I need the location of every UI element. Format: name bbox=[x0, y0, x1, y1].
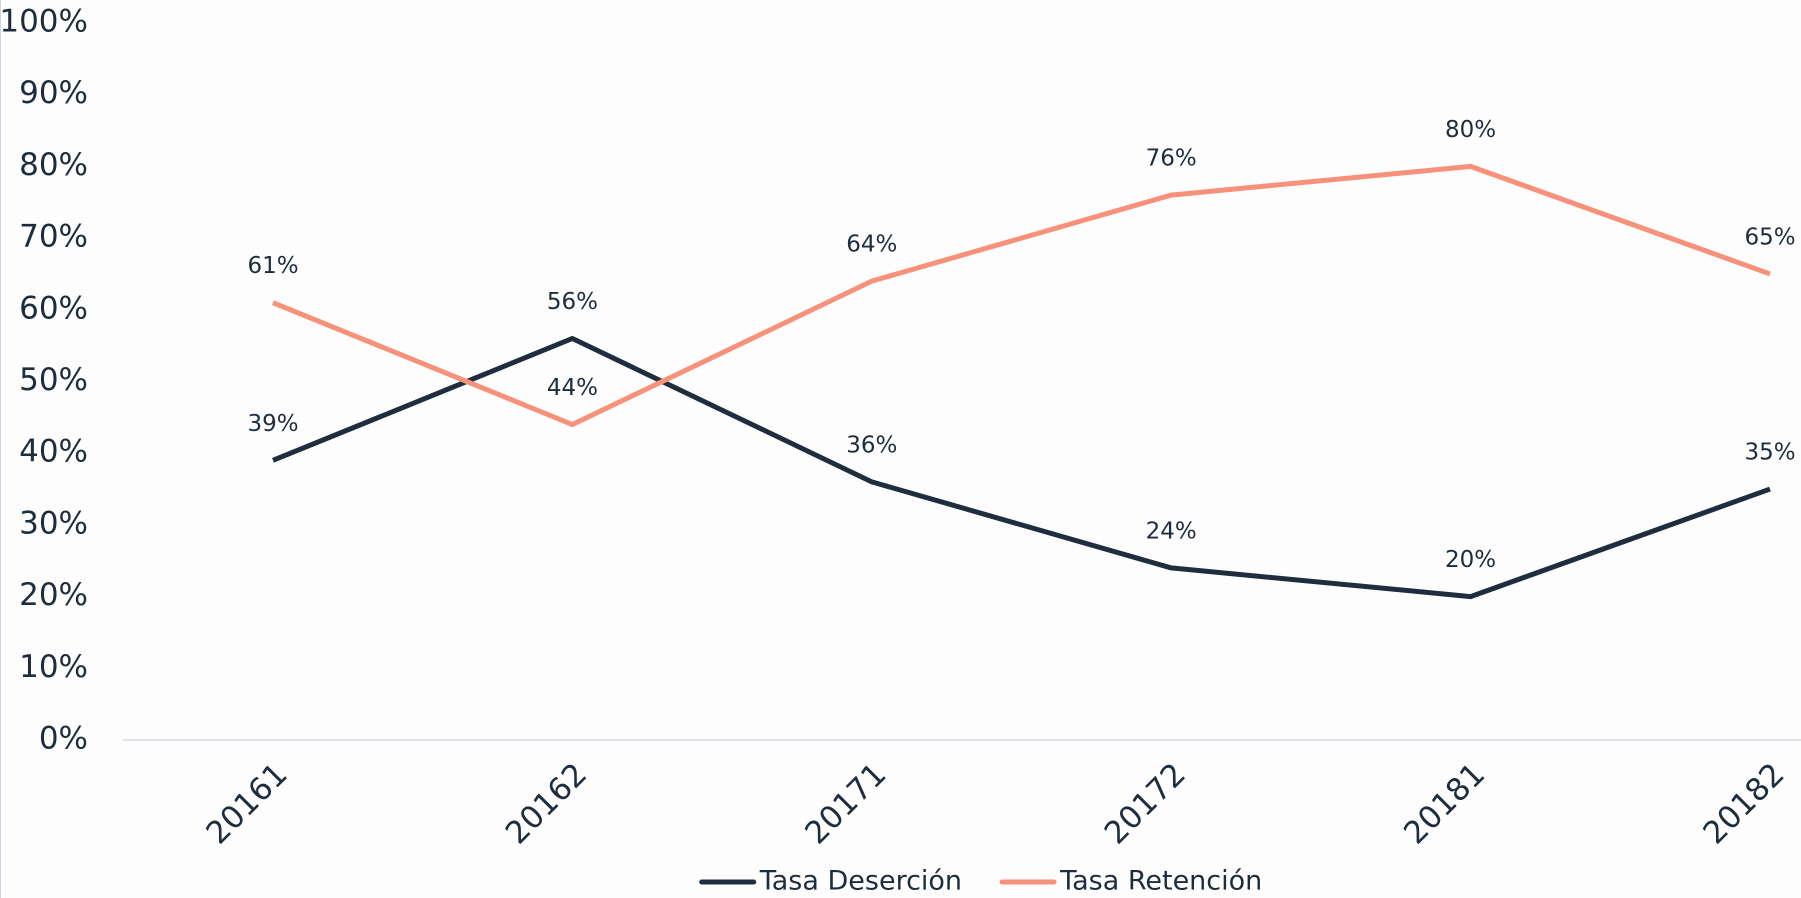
legend-label: Tasa Deserción bbox=[759, 866, 962, 897]
data-label: 35% bbox=[1744, 440, 1795, 466]
data-label: 44% bbox=[547, 375, 598, 401]
data-label: 56% bbox=[547, 289, 598, 315]
data-label: 36% bbox=[846, 432, 897, 458]
y-tick-label: 0% bbox=[39, 721, 88, 757]
data-label: 61% bbox=[247, 253, 298, 279]
series-line bbox=[272, 335, 1771, 600]
y-tick-label: 30% bbox=[19, 505, 88, 541]
y-tick-label: 100% bbox=[0, 4, 88, 40]
x-tick-label: 20182 bbox=[1696, 756, 1791, 851]
data-label: 24% bbox=[1146, 518, 1197, 544]
y-tick-label: 70% bbox=[19, 219, 88, 255]
data-label: 80% bbox=[1445, 117, 1496, 143]
x-tick-label: 20181 bbox=[1397, 756, 1492, 851]
legend-label: Tasa Retención bbox=[1059, 866, 1262, 897]
y-tick-label: 50% bbox=[19, 362, 88, 398]
x-tick-label: 20172 bbox=[1098, 756, 1193, 851]
y-tick-label: 60% bbox=[19, 290, 88, 326]
data-label: 64% bbox=[846, 232, 897, 258]
y-tick-label: 10% bbox=[19, 649, 88, 685]
y-tick-label: 40% bbox=[19, 434, 88, 470]
x-tick-label: 20161 bbox=[199, 756, 294, 851]
x-tick-label: 20162 bbox=[499, 756, 594, 851]
data-label: 76% bbox=[1146, 146, 1197, 172]
y-tick-label: 90% bbox=[19, 75, 88, 111]
y-tick-label: 20% bbox=[19, 577, 88, 613]
data-label: 39% bbox=[247, 411, 298, 437]
x-tick-label: 20171 bbox=[798, 756, 893, 851]
data-label: 20% bbox=[1445, 547, 1496, 573]
data-label: 65% bbox=[1744, 224, 1795, 250]
series-line bbox=[272, 163, 1771, 428]
y-tick-label: 80% bbox=[19, 147, 88, 183]
